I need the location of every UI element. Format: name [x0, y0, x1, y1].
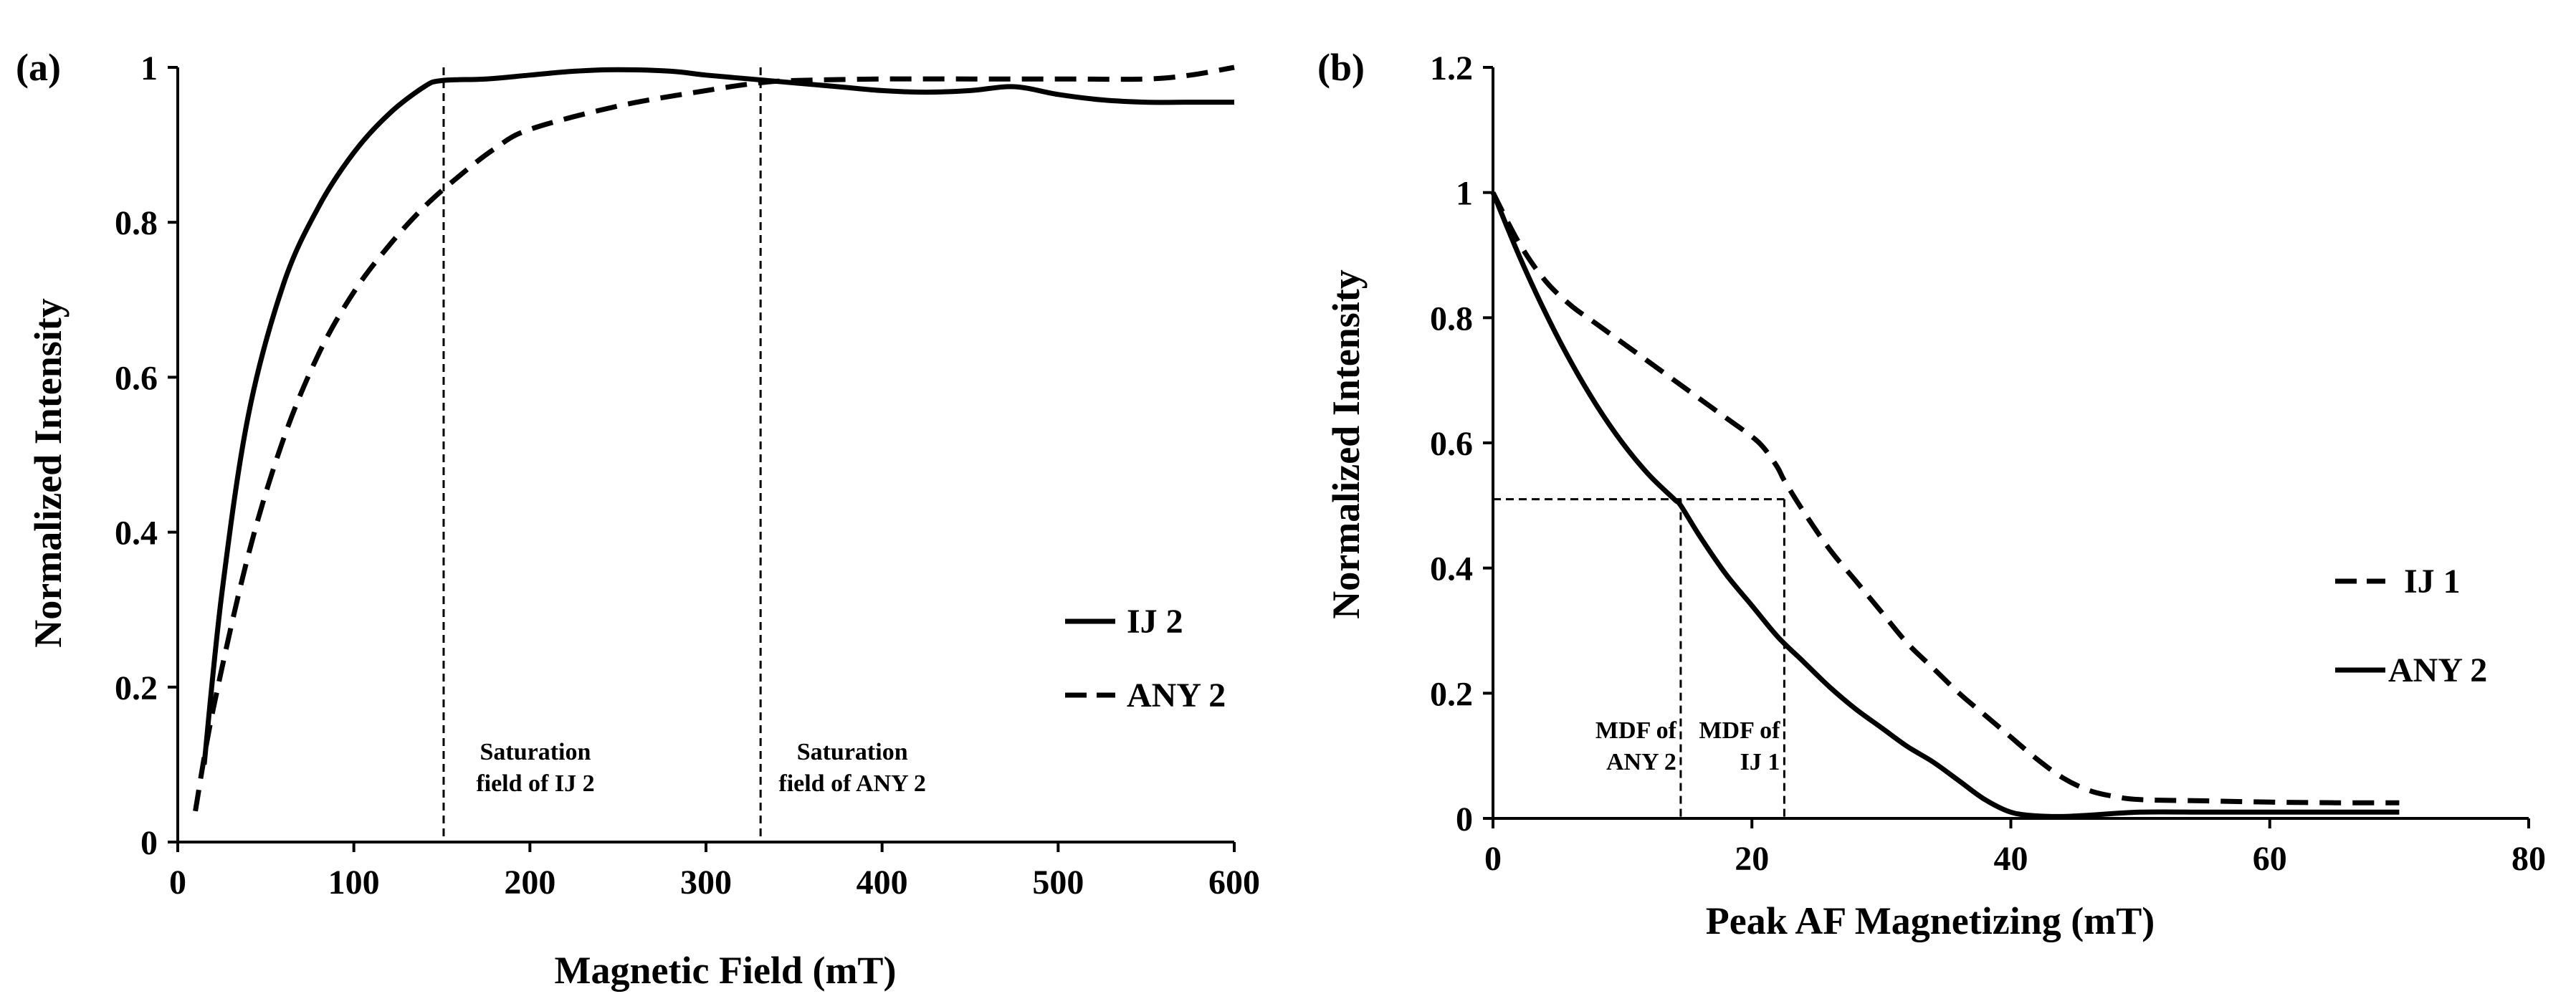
chart-b-x-tick-label: 40 [1994, 840, 2028, 878]
chart-b: (b) Normalized Intensity Peak AF Magneti… [1317, 46, 2546, 942]
chart-b-y-axis-title: Normalized Intensity [1325, 269, 1368, 618]
chart-b-x-tick-label: 0 [1484, 840, 1502, 878]
chart-b-y-tick-label: 0.2 [1430, 675, 1473, 713]
chart-a-x-tick-label: 400 [857, 864, 908, 902]
chart-a-legend-label-any2: ANY 2 [1127, 676, 1226, 714]
chart-a-y-tick-label: 0.2 [115, 669, 158, 707]
chart-b-y-tick-label: 0.4 [1430, 550, 1473, 588]
chart-b-y-tick-label: 1.2 [1430, 49, 1473, 87]
chart-a-x-ticks: 0 100 200 300 400 500 600 [169, 842, 1260, 902]
chart-b-mdf-label: MDF of [1595, 717, 1677, 744]
chart-a-y-tick-label: 0.6 [115, 359, 158, 397]
chart-b-legend-label-ij1: IJ 1 [2404, 563, 2461, 601]
chart-a-x-axis-title: Magnetic Field (mT) [555, 949, 897, 992]
chart-a-saturation-label: field of IJ 2 [476, 770, 594, 797]
chart-b-x-tick-label: 20 [1735, 840, 1769, 878]
chart-b-series-any-2 [1490, 191, 2400, 819]
chart-a-x-tick-label: 200 [504, 864, 555, 902]
chart-b-y-tick-label: 1 [1456, 175, 1473, 213]
chart-b-y-tick-label: 0.6 [1430, 425, 1473, 463]
chart-a-legend: IJ 2 ANY 2 [1065, 603, 1226, 714]
panel-a-label: (a) [16, 46, 61, 89]
chart-b-legend-label-any2: ANY 2 [2388, 651, 2487, 689]
chart-a-x-tick-label: 600 [1208, 864, 1260, 902]
chart-b-y-tick-label: 0 [1456, 800, 1473, 838]
chart-a-x-tick-label: 300 [680, 864, 732, 902]
panel-b-label: (b) [1317, 46, 1365, 89]
chart-a-saturation-label: field of ANY 2 [778, 770, 926, 797]
chart-a-y-tick-label: 1 [140, 49, 158, 87]
chart-a-y-axis-title: Normalized Intensity [27, 298, 70, 647]
chart-a-series [193, 64, 1235, 812]
chart-a-x-tick-label: 0 [169, 864, 186, 902]
chart-a-reference-lines: Saturation field of IJ 2 Saturation field o… [442, 67, 926, 842]
chart-b-series-ij-1 [1490, 191, 2400, 805]
chart-b-mdf-label: IJ 1 [1740, 749, 1780, 775]
chart-a-legend-label-ij2: IJ 2 [1127, 603, 1183, 641]
chart-b-mdf-label: ANY 2 [1606, 749, 1676, 775]
chart-a-series-any-2 [193, 64, 1235, 812]
chart-a-y-tick-label: 0 [140, 824, 158, 862]
chart-a-saturation-label: Saturation [480, 739, 591, 765]
chart-b-mdf-label: MDF of [1699, 717, 1780, 744]
chart-a-y-ticks: 0 0.2 0.4 0.6 0.8 1 [115, 49, 178, 862]
chart-b-x-ticks: 0 20 40 60 80 [1484, 818, 2546, 878]
chart-b-x-tick-label: 80 [2511, 840, 2546, 878]
chart-a-series-ij-2 [201, 67, 1234, 765]
chart-a: (a) Normalized Intensity Magnetic Field … [16, 46, 1260, 992]
chart-a-saturation-label: Saturation [797, 739, 908, 765]
chart-b-x-tick-label: 60 [2253, 840, 2287, 878]
chart-a-x-tick-label: 500 [1032, 864, 1084, 902]
chart-b-x-axis-title: Peak AF Magnetizing (mT) [1706, 899, 2155, 942]
chart-a-y-tick-label: 0.4 [115, 515, 158, 553]
chart-a-x-tick-label: 100 [328, 864, 380, 902]
chart-a-y-tick-label: 0.8 [115, 204, 158, 242]
chart-b-y-tick-label: 0.8 [1430, 300, 1473, 338]
chart-b-reference-lines: MDF of ANY 2 MDF of IJ 1 [1493, 498, 1785, 818]
chart-b-legend: IJ 1 ANY 2 [2335, 563, 2487, 689]
chart-b-series [1490, 191, 2400, 819]
chart-b-y-ticks: 0 0.2 0.4 0.6 0.8 1 1.2 [1430, 49, 1493, 838]
